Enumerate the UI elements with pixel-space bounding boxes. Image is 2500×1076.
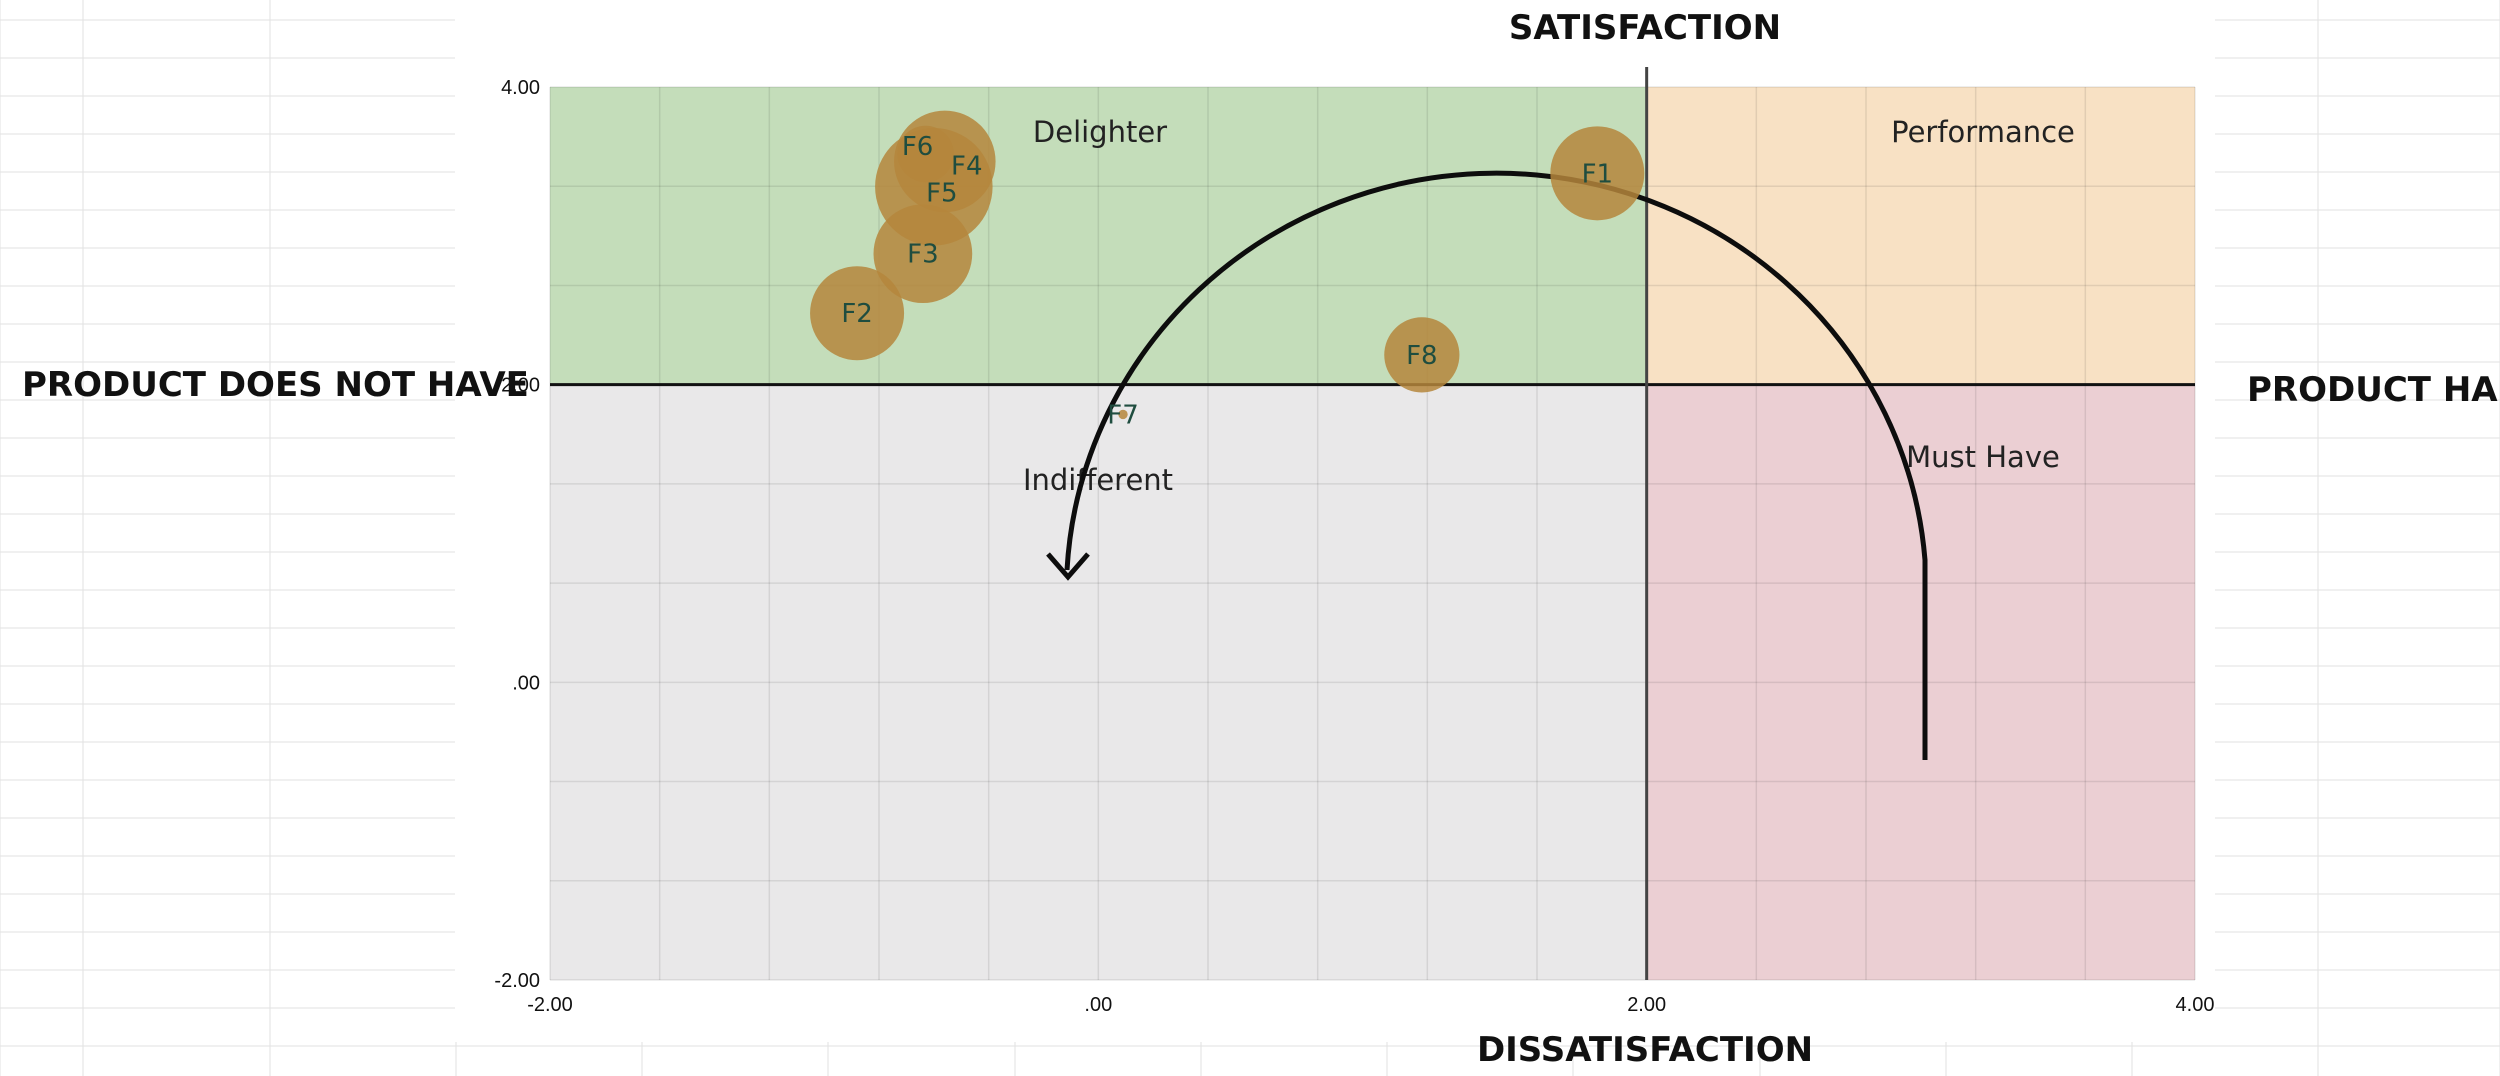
feature-bubble-f8 bbox=[1384, 317, 1460, 393]
axis-title-product-has: PRODUCT HAS bbox=[2247, 370, 2500, 410]
x-tick-label: 2.00 bbox=[1627, 994, 1666, 1016]
axes bbox=[550, 67, 2195, 980]
x-tick-label: -2.00 bbox=[527, 994, 573, 1016]
zone-label-indifferent: Indifferent bbox=[1023, 463, 1173, 497]
y-tick-label: .00 bbox=[512, 672, 540, 694]
quadrant-indifferent bbox=[550, 384, 1647, 981]
zone-label-performance: Performance bbox=[1891, 115, 2075, 149]
axis-title-product-does-not-have: PRODUCT DOES NOT HAVE bbox=[22, 365, 529, 405]
quadrant-backgrounds bbox=[550, 87, 2195, 981]
feature-bubble-f1 bbox=[1550, 126, 1645, 221]
feature-label-f2: F2 bbox=[841, 299, 873, 329]
x-tick-label: .00 bbox=[1084, 994, 1112, 1016]
axis-title-satisfaction: SATISFACTION bbox=[1509, 8, 1781, 48]
feature-label-f4: F4 bbox=[951, 151, 983, 181]
feature-points bbox=[810, 110, 1645, 420]
axis-title-dissatisfaction: DISSATISFACTION bbox=[1477, 1030, 1813, 1070]
tick-labels: 4.00 2.00 .00 -2.00-2.00 .00 2.00 4.00 bbox=[494, 77, 2214, 1016]
quadrant-performance bbox=[1646, 87, 2195, 385]
feature-label-f6: F6 bbox=[902, 132, 934, 162]
feature-label-f8: F8 bbox=[1406, 341, 1438, 371]
feature-label-f3: F3 bbox=[907, 240, 939, 270]
feature-label-f1: F1 bbox=[1582, 159, 1614, 189]
y-tick-label: 4.00 bbox=[501, 77, 540, 99]
feature-bubble-f7 bbox=[1118, 409, 1128, 420]
arrowhead-icon bbox=[1046, 552, 1090, 581]
feature-bubble-f6 bbox=[897, 125, 954, 183]
feature-label-f7: F7 bbox=[1107, 400, 1139, 430]
quadrant-must-have bbox=[1646, 384, 2195, 981]
y-tick-label: -2.00 bbox=[494, 970, 540, 992]
feature-label-f5: F5 bbox=[926, 179, 958, 209]
quadrant-delighter bbox=[550, 87, 1647, 385]
y-tick-label: 2.00 bbox=[501, 375, 540, 397]
zone-label-delighter: Delighter bbox=[1033, 115, 1167, 149]
x-tick-label: 4.00 bbox=[2176, 994, 2215, 1016]
plot-gridlines bbox=[549, 86, 2196, 981]
feature-bubble-f2 bbox=[810, 266, 905, 361]
lifecycle-arrow-curve bbox=[1064, 170, 1928, 760]
zone-label-must-have: Must Have bbox=[1906, 440, 2060, 474]
